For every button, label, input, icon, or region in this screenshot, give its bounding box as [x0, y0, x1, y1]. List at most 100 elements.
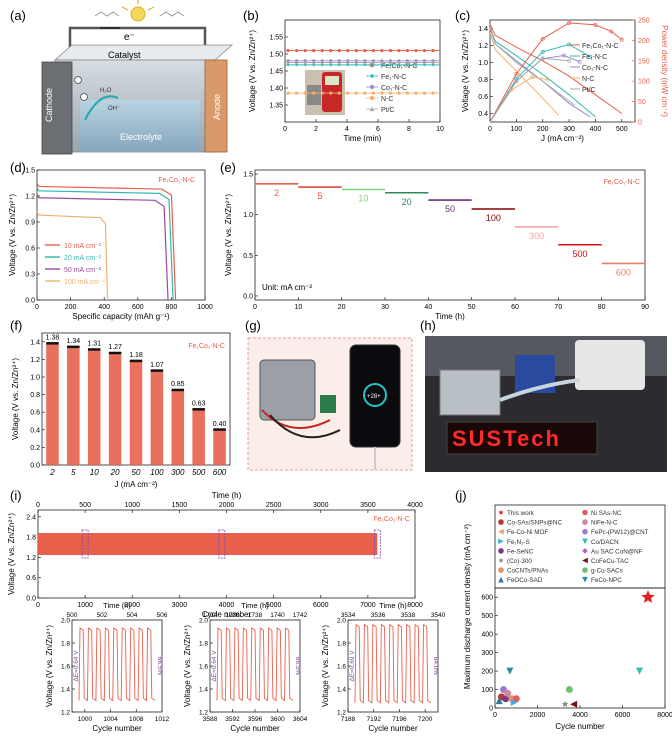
- y-tick-label: 0.5: [243, 253, 253, 260]
- oh-label: OH⁻: [108, 106, 120, 112]
- bar-value-label: 0.85: [171, 381, 185, 388]
- bar-2: [46, 343, 59, 465]
- x2-tick-label: 1734: [203, 612, 218, 619]
- scatter-point: [565, 686, 573, 694]
- x2-tick-label: 1500: [172, 502, 188, 509]
- zinc-air-battery-schematic: e⁻ Cathode Anode Catalyst Electrolyte H₂…: [41, 0, 234, 155]
- bar-cap: [67, 345, 80, 349]
- x-tick-label: 1000: [77, 602, 93, 609]
- y-tick-label: 0.2: [30, 445, 40, 452]
- data-point: [329, 49, 333, 53]
- x-tick-label: 600: [213, 468, 227, 477]
- scatter-point: [504, 689, 512, 697]
- y-axis-label: Voltage (V vs. Zn/Zn²⁺): [248, 30, 257, 112]
- legend-label: Pt/C: [582, 87, 596, 94]
- data-point: [380, 60, 384, 65]
- y-tick-label: 500: [481, 613, 493, 620]
- y-tick-label: 200: [481, 669, 493, 676]
- x-tick-label: 10: [294, 304, 302, 311]
- efficiency-label: 64.0%: [432, 657, 439, 676]
- legend-marker: [498, 519, 504, 525]
- legend-marker: [498, 509, 504, 515]
- legend-label: CoFeCu-TAC: [591, 558, 629, 565]
- data-point: [320, 49, 324, 53]
- bar-value-label: 1.31: [87, 341, 101, 348]
- y-tick-label: 1.6: [199, 664, 208, 671]
- x-tick-label: 3588: [203, 716, 218, 723]
- x-axis-label: Cycle number: [555, 722, 605, 731]
- legend-label: Fe-Co-Ni MOF: [507, 529, 548, 536]
- x-axis-label: Specific capacity (mAh g⁻¹): [72, 312, 169, 321]
- legend-label: 50 mA cm⁻²: [64, 267, 102, 274]
- y-tick-label: 0.8: [478, 77, 488, 84]
- panel-label-h: (h): [420, 318, 436, 333]
- x-tick-label: 500: [616, 126, 628, 133]
- panel-label-d: (d): [10, 160, 26, 175]
- y-tick-label: 2.0: [337, 618, 346, 625]
- legend-label: Co/DACN: [591, 539, 619, 546]
- bar-cap: [129, 359, 143, 363]
- data-point: [397, 60, 401, 65]
- charge-discharge-trace: [354, 623, 432, 704]
- x-tick-label: 100: [150, 468, 164, 477]
- x-tick-label: 4000: [572, 712, 588, 719]
- bar-value-label: 1.34: [67, 338, 81, 345]
- data-point: [431, 91, 435, 95]
- bar-value-label: 1.07: [150, 362, 164, 369]
- x-tick-label: 2000: [124, 602, 140, 609]
- y-tick-label: 1.8: [61, 641, 70, 648]
- x-tick-label: 50: [132, 468, 141, 477]
- step-label: 600: [616, 267, 631, 277]
- step-label: 20: [402, 197, 412, 207]
- y-tick-label: 1.2: [337, 710, 346, 717]
- x2-tick-label: 4000: [407, 502, 423, 509]
- x-tick-label: 3604: [293, 716, 308, 723]
- y-tick-label: 400: [481, 632, 493, 639]
- bar-cap: [108, 351, 122, 355]
- data-point: [286, 49, 290, 53]
- bar-100: [150, 370, 164, 465]
- x-tick-label: 6000: [313, 602, 329, 609]
- x2-tick-label: 1740: [270, 612, 285, 619]
- bar-value-label: 1.27: [108, 344, 122, 351]
- bar-value-label: 0.40: [213, 421, 227, 428]
- y-tick-label: 2.0: [61, 618, 70, 625]
- x-tick-label: 2000: [530, 712, 546, 719]
- data-point: [388, 60, 392, 65]
- legend-label: CoCNTs/PNAs: [507, 568, 548, 575]
- x2-tick-label: 3000: [313, 502, 329, 509]
- data-point: [388, 91, 392, 95]
- x-tick-label: 400: [590, 126, 602, 133]
- x-axis-label: J (mA cm⁻²): [541, 134, 584, 143]
- data-point: [286, 59, 290, 63]
- pump-photo: [575, 340, 645, 390]
- legend-label: FePc-(PW12)@CNT: [591, 529, 649, 536]
- scatter-point: [495, 697, 503, 705]
- x-tick-label: 7000: [360, 602, 376, 609]
- y-tick-label: 1.4: [478, 26, 488, 33]
- y-tick-label: 0.9: [25, 220, 35, 227]
- data-point: [422, 60, 427, 65]
- data-point: [303, 63, 307, 67]
- data-point: [397, 91, 401, 95]
- x2-tick-label: 0: [36, 502, 40, 509]
- cathode-label: Cathode: [44, 88, 54, 122]
- legend-label: Fe₁-N-C: [381, 74, 406, 81]
- discharge-curve-1: [36, 187, 174, 301]
- data-point: [431, 49, 435, 53]
- x-tick-label: 7196: [392, 716, 407, 723]
- legend-label: 100 mA cm⁻²: [64, 279, 106, 286]
- step-label: 500: [572, 249, 587, 259]
- wave-icon-right: [159, 11, 185, 17]
- scatter-point: [506, 667, 514, 675]
- x-tick-label: 4: [345, 126, 349, 133]
- data-point: [320, 91, 324, 95]
- scatter-point: [510, 698, 518, 706]
- y-tick-label: 1.2: [199, 710, 208, 717]
- legend-marker: [582, 519, 588, 525]
- y-tick-label: 1.4: [30, 339, 40, 346]
- x-tick-label: 500: [192, 468, 206, 477]
- legend-label: 20 mA cm⁻²: [64, 255, 102, 262]
- legend-frame: [494, 504, 666, 589]
- y-tick-label: 1.6: [337, 664, 346, 671]
